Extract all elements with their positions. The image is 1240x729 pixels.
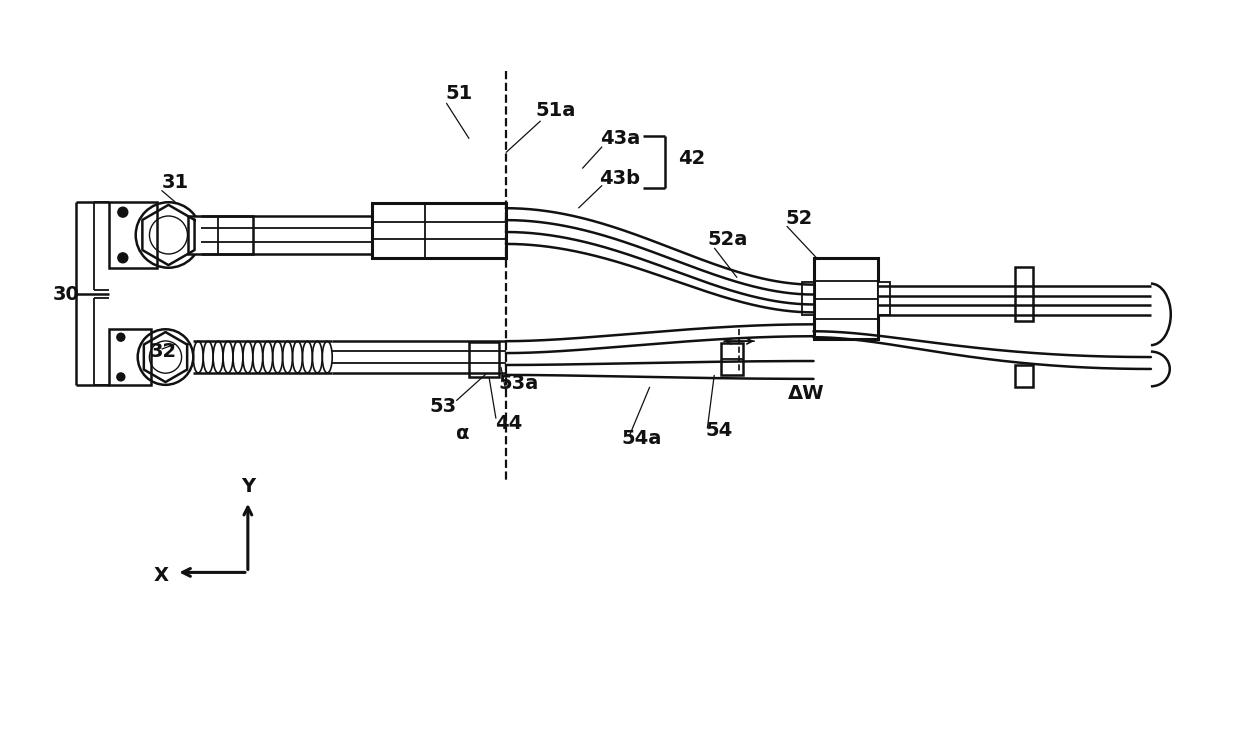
Circle shape <box>118 253 128 262</box>
Bar <box>188 216 253 254</box>
Bar <box>1016 365 1033 387</box>
Bar <box>813 258 878 339</box>
Text: 54: 54 <box>706 421 733 440</box>
Text: ΔW: ΔW <box>789 384 825 403</box>
Text: 52: 52 <box>785 208 812 227</box>
Circle shape <box>117 373 125 381</box>
Text: 43b: 43b <box>599 169 641 188</box>
Text: 44: 44 <box>495 414 522 433</box>
Bar <box>878 282 890 315</box>
Text: 42: 42 <box>678 149 706 168</box>
Text: Y: Y <box>241 477 255 496</box>
Circle shape <box>118 207 128 217</box>
Text: α: α <box>456 424 470 443</box>
Bar <box>109 330 150 385</box>
Bar <box>372 203 506 258</box>
Text: 43a: 43a <box>600 129 640 148</box>
Text: 52a: 52a <box>707 230 748 249</box>
Bar <box>801 282 813 315</box>
Text: 31: 31 <box>162 173 188 192</box>
Text: 32: 32 <box>150 342 177 361</box>
Text: 54a: 54a <box>621 429 662 448</box>
Bar <box>1016 267 1033 321</box>
Bar <box>469 342 498 377</box>
Text: 53: 53 <box>430 397 456 416</box>
Text: X: X <box>154 566 169 585</box>
Text: 51: 51 <box>445 84 472 103</box>
Bar <box>722 343 743 375</box>
Text: 53a: 53a <box>498 375 539 394</box>
Circle shape <box>117 333 125 341</box>
Text: 30: 30 <box>53 285 79 304</box>
Bar <box>109 202 156 268</box>
Text: 51a: 51a <box>536 101 575 120</box>
